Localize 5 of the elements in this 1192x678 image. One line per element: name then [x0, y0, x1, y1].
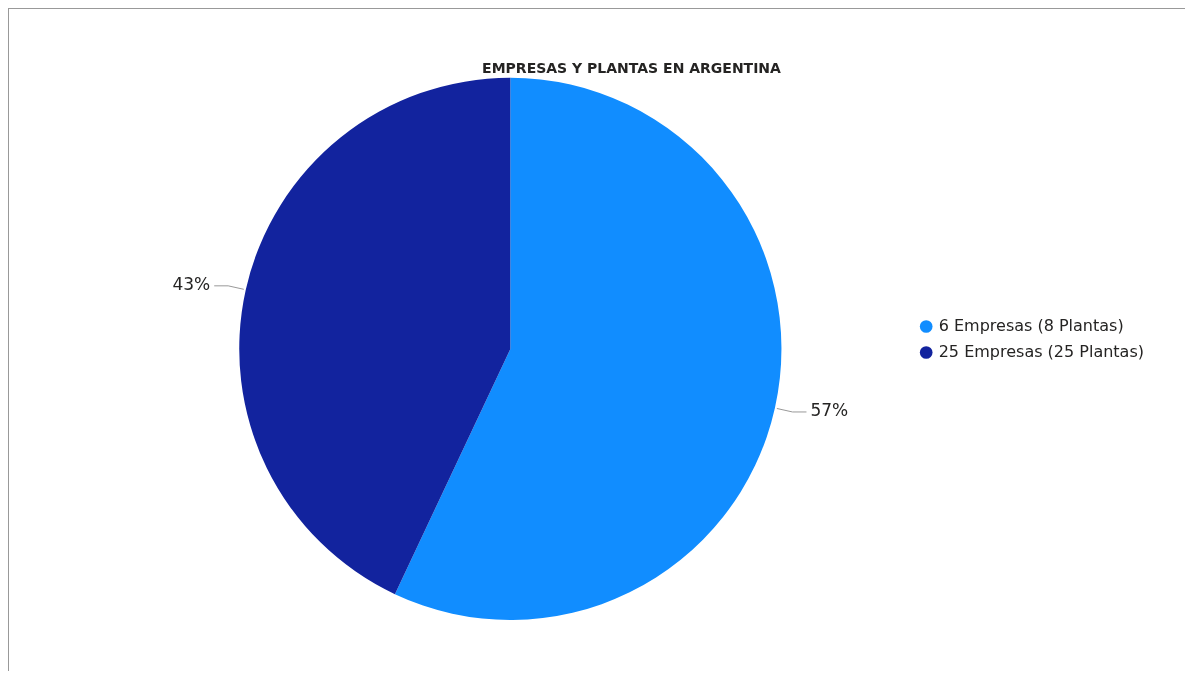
legend-label: 6 Empresas (8 Plantas): [938, 315, 1124, 335]
legend-label: 25 Empresas (25 Plantas): [938, 341, 1144, 361]
data-label: 43%: [172, 274, 211, 295]
data-label: 57%: [810, 400, 849, 421]
chart-title: EMPRESAS Y PLANTAS EN ARGENTINA: [482, 60, 782, 77]
